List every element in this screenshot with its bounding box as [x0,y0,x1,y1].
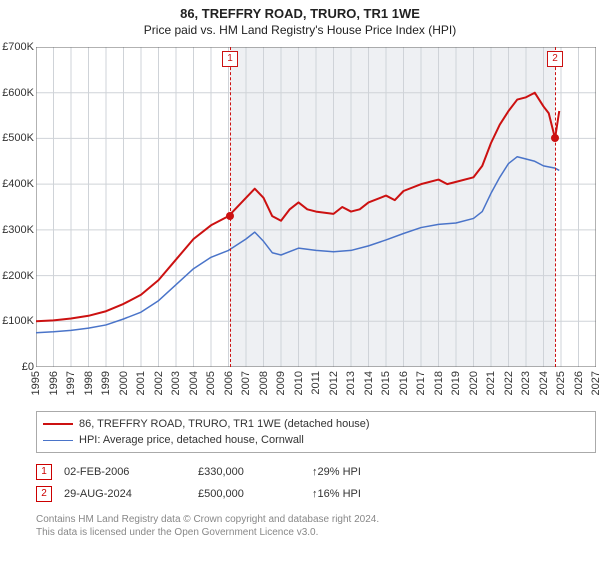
x-axis-label: 2009 [275,371,287,395]
y-axis-label: £200K [0,270,34,282]
attribution-line: Contains HM Land Registry data © Crown c… [36,513,596,526]
sale-marker-icon: 2 [36,486,52,502]
x-axis-label: 2011 [310,371,322,395]
sale-marker-dot [226,212,234,220]
x-axis-label: 2027 [590,371,600,395]
attribution-line: This data is licensed under the Open Gov… [36,526,596,539]
sale-date: 29-AUG-2024 [64,483,194,505]
x-axis-label: 2006 [223,371,235,395]
sale-delta: 16% HPI [312,483,422,505]
sale-marker-dot [551,134,559,142]
x-axis-label: 2010 [293,371,305,395]
x-axis-label: 2003 [170,371,182,395]
attribution: Contains HM Land Registry data © Crown c… [36,513,596,539]
sale-delta: 29% HPI [312,461,422,483]
sale-record: 2 29-AUG-2024 £500,000 16% HPI [36,483,596,505]
sale-records: 1 02-FEB-2006 £330,000 29% HPI 2 29-AUG-… [36,461,596,505]
x-axis-label: 2018 [433,371,445,395]
x-axis-label: 2026 [573,371,585,395]
x-axis-label: 2014 [363,371,375,395]
x-axis-label: 2019 [450,371,462,395]
y-axis-label: £500K [0,132,34,144]
legend-swatch [43,423,73,425]
x-axis-label: 2017 [415,371,427,395]
x-axis-label: 2002 [153,371,165,395]
x-axis-label: 2023 [520,371,532,395]
page-title: 86, TREFFRY ROAD, TRURO, TR1 1WE [0,6,600,21]
sale-date: 02-FEB-2006 [64,461,194,483]
legend-row: HPI: Average price, detached house, Corn… [43,432,589,448]
sale-record: 1 02-FEB-2006 £330,000 29% HPI [36,461,596,483]
legend-swatch [43,440,73,441]
sale-marker-box: 1 [222,51,238,67]
x-axis-label: 2015 [380,371,392,395]
x-axis-label: 2012 [328,371,340,395]
chart-svg [36,47,596,367]
x-axis-label: 2000 [118,371,130,395]
x-axis-label: 2005 [205,371,217,395]
y-axis-label: £0 [0,361,34,373]
x-axis-label: 2013 [345,371,357,395]
sale-price: £500,000 [198,483,308,505]
sale-marker-box: 2 [547,51,563,67]
x-axis-label: 2004 [188,371,200,395]
x-axis-label: 2016 [398,371,410,395]
legend-label: 86, TREFFRY ROAD, TRURO, TR1 1WE (detach… [79,416,370,432]
x-axis-label: 1995 [30,371,42,395]
x-axis-label: 2022 [503,371,515,395]
y-axis-label: £400K [0,178,34,190]
legend-label: HPI: Average price, detached house, Corn… [79,432,304,448]
x-axis-label: 2001 [135,371,147,395]
x-axis-label: 1996 [48,371,60,395]
page-subtitle: Price paid vs. HM Land Registry's House … [0,23,600,37]
sale-marker-icon: 1 [36,464,52,480]
sale-price: £330,000 [198,461,308,483]
sale-marker-line [555,47,556,367]
y-axis-label: £600K [0,87,34,99]
price-chart: £0£100K£200K£300K£400K£500K£600K£700K199… [36,47,596,367]
x-axis-label: 1998 [83,371,95,395]
legend: 86, TREFFRY ROAD, TRURO, TR1 1WE (detach… [36,411,596,453]
x-axis-label: 2025 [555,371,567,395]
x-axis-label: 2008 [258,371,270,395]
y-axis-label: £300K [0,224,34,236]
x-axis-label: 1999 [100,371,112,395]
x-axis-label: 2021 [485,371,497,395]
x-axis-label: 2020 [468,371,480,395]
x-axis-label: 2024 [538,371,550,395]
sale-marker-line [230,47,231,367]
y-axis-label: £700K [0,41,34,53]
y-axis-label: £100K [0,315,34,327]
x-axis-label: 2007 [240,371,252,395]
legend-row: 86, TREFFRY ROAD, TRURO, TR1 1WE (detach… [43,416,589,432]
x-axis-label: 1997 [65,371,77,395]
